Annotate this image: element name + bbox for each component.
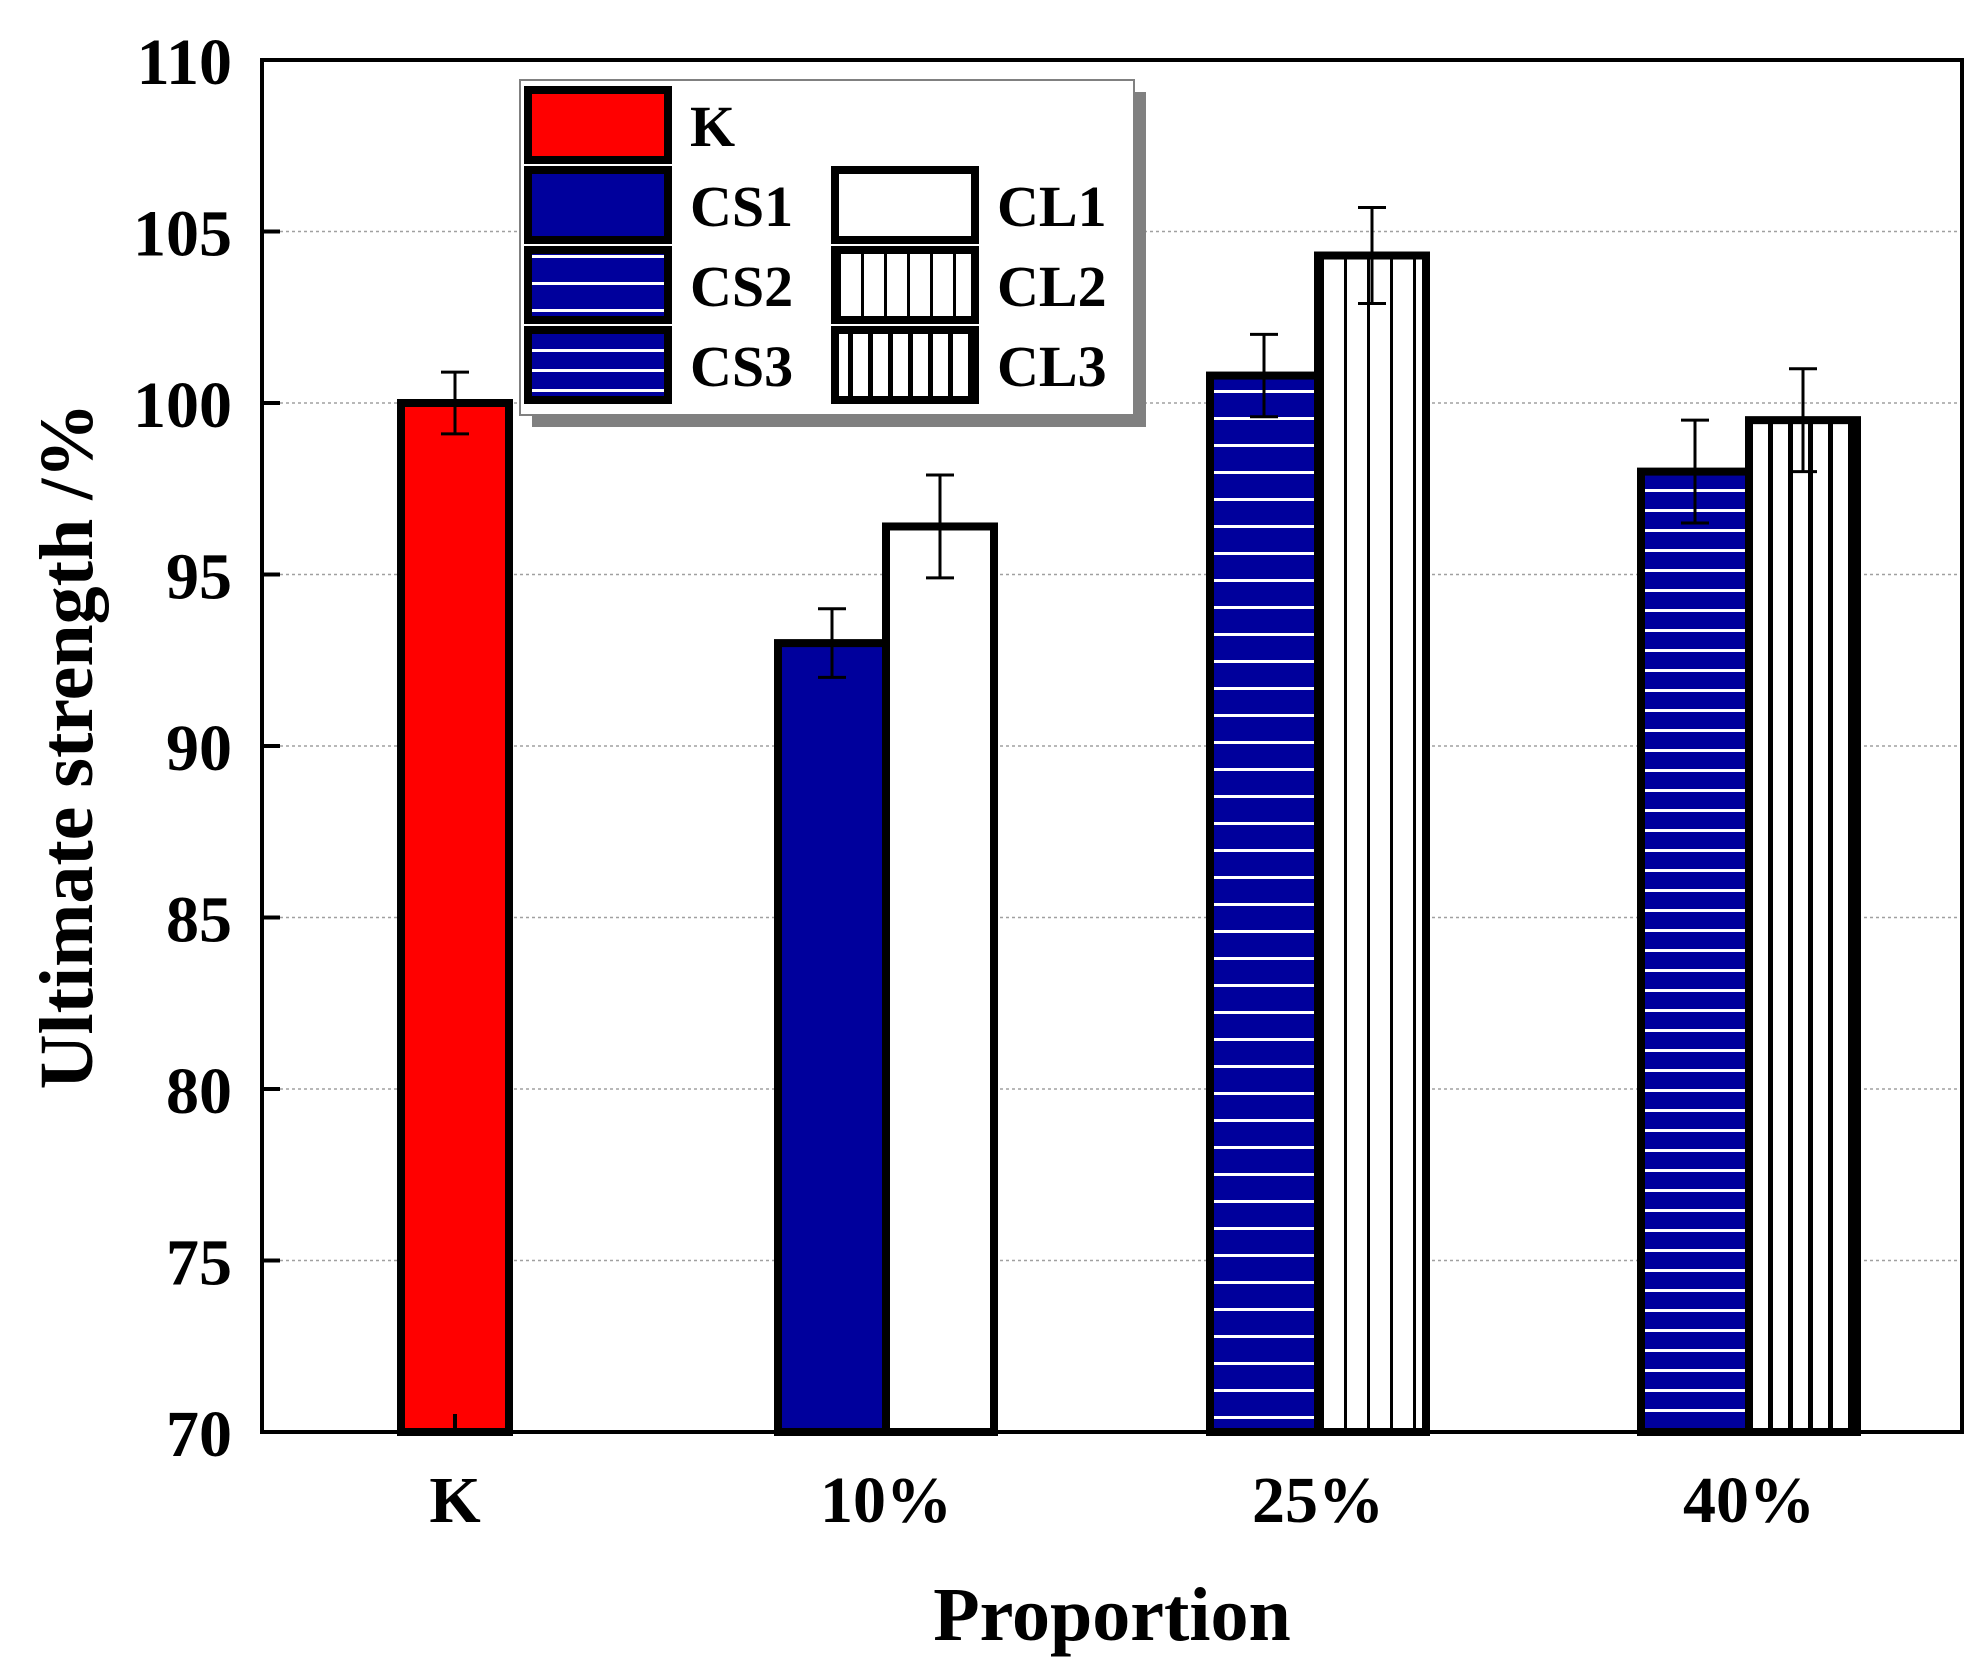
legend-item-cl3: CL3 — [831, 326, 1107, 404]
legend-swatch — [524, 326, 672, 404]
error-bar-cs3 — [1681, 418, 1709, 525]
legend-item-cl1: CL1 — [831, 166, 1107, 244]
legend-item-cl2: CL2 — [831, 246, 1107, 324]
legend-swatch — [524, 86, 672, 164]
error-bar-cl1 — [926, 473, 954, 580]
legend-label: CS3 — [690, 334, 793, 399]
error-bar-k — [441, 370, 469, 436]
error-bar-cl2 — [1358, 205, 1386, 306]
legend-label: CS2 — [690, 254, 793, 319]
legend-item-k: K — [524, 86, 735, 164]
y-axis: 70 75 80 85 90 95 100 105 110 — [133, 26, 280, 1471]
y-tick-label: 110 — [137, 26, 232, 99]
legend-label: CL3 — [997, 334, 1107, 399]
y-tick-label: 90 — [166, 712, 232, 785]
y-tick-label: 70 — [166, 1398, 232, 1471]
legend-swatch — [831, 326, 979, 404]
x-axis-label: Proportion — [933, 1573, 1290, 1657]
x-tick-label: 25% — [1252, 1464, 1384, 1537]
bar-cl3 — [1745, 416, 1861, 1436]
legend-swatch — [524, 246, 672, 324]
y-tick-label: 100 — [133, 369, 232, 442]
legend-swatch — [524, 166, 672, 244]
bar-cl1 — [882, 522, 998, 1436]
bar-cs3 — [1637, 467, 1753, 1437]
bar-cl2 — [1314, 251, 1430, 1436]
y-tick-label: 105 — [133, 198, 232, 271]
error-bars — [441, 205, 1817, 679]
bar-k — [397, 399, 513, 1436]
y-tick-label: 95 — [166, 541, 232, 614]
y-tick-label: 85 — [166, 884, 232, 957]
y-tick-label: 80 — [166, 1055, 232, 1128]
y-axis-label: Ultimate strength /% — [25, 403, 109, 1090]
legend-swatch — [831, 246, 979, 324]
legend-label: CL2 — [997, 254, 1107, 319]
bar-cs1 — [774, 639, 890, 1436]
legend: K CS1 CL1 CS2 CL2 CS3 CL3 — [519, 79, 1146, 427]
legend-swatch — [831, 166, 979, 244]
legend-item-cs1: CS1 — [524, 166, 793, 244]
bars — [397, 251, 1861, 1437]
x-tick-label: 40% — [1683, 1464, 1815, 1537]
x-tick-label: 10% — [820, 1464, 952, 1537]
y-tick-label: 75 — [166, 1227, 232, 1300]
error-bar-cl3 — [1789, 367, 1817, 474]
legend-label: CL1 — [997, 174, 1107, 239]
legend-label: CS1 — [690, 174, 793, 239]
bar-cs2 — [1206, 371, 1322, 1436]
x-tick-label: K — [429, 1464, 480, 1537]
legend-item-cs2: CS2 — [524, 246, 793, 324]
legend-item-cs3: CS3 — [524, 326, 793, 404]
error-bar-cs1 — [818, 607, 846, 679]
legend-label: K — [690, 94, 735, 159]
error-bar-cs2 — [1250, 332, 1278, 419]
x-axis: K 10% 25% 40% — [429, 1414, 1815, 1537]
